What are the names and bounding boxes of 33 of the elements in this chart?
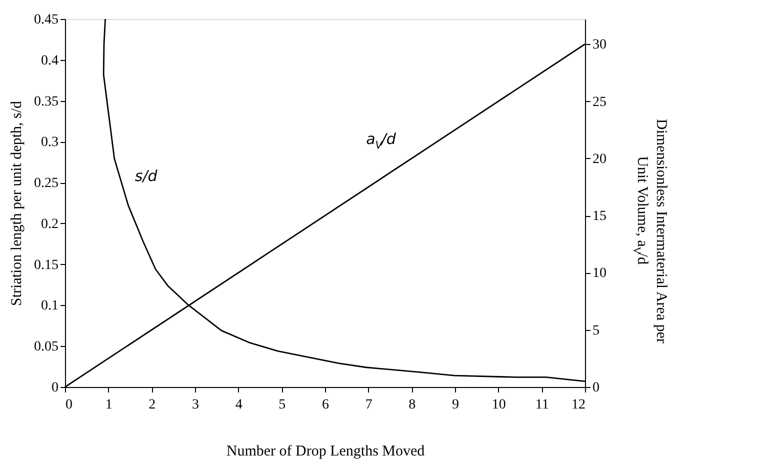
x-tick-label: 7 [365,398,372,412]
y-tick-label: 0.1 [41,298,58,314]
y2-tick-label: 20 [592,152,606,167]
y-tick-label: 0.15 [34,258,58,273]
x-tick-label: 4 [235,398,242,412]
y-tick-label: 0 [52,380,58,396]
x-tick-label: 10 [492,398,506,412]
x-tick-label: 5 [278,398,286,412]
y2-tick-label: 15 [592,209,606,224]
y-tick-label: 0.35 [34,94,58,110]
y-tick-label: 0.3 [41,135,58,150]
y-tick-label: 0.2 [41,216,58,232]
annotation: s/d [134,166,158,185]
y-tick-label: 0.05 [34,340,58,355]
y2-tick-label: 0 [592,380,600,396]
x-axis-title: Number of Drop Lengths Moved [226,444,426,460]
x-tick-label: 11 [535,398,549,412]
x-tick-label: 12 [572,398,586,412]
y2-tick-label: 30 [592,38,606,53]
x-tick-label: 8 [408,398,416,412]
y2-tick-label: 25 [592,94,606,110]
x-tick-label: 3 [192,398,199,412]
y-tick-label: 0.25 [34,176,58,192]
y-tick-label: 0.45 [34,12,58,28]
y2-tick-label: 10 [592,266,606,282]
x-tick-label: 6 [322,398,329,412]
x-tick-label: 2 [148,398,156,412]
y-axis-title: Striation length per unit depth, s/d [9,100,25,306]
x-tick-label: 9 [452,398,459,412]
y-tick-label: 0.4 [41,53,58,68]
x-tick-label: 1 [105,398,112,412]
y2-tick-label: 5 [592,323,600,338]
x-tick-label: 0 [66,398,72,412]
